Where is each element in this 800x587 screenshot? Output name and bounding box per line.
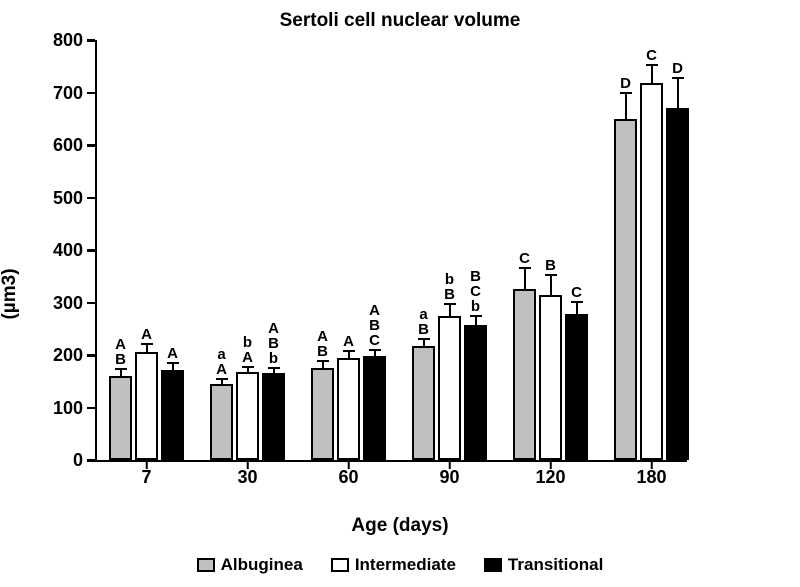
- bar-annotation: C: [646, 48, 657, 63]
- chart-container: Sertoli cell nuclear volume (µm3) 010020…: [0, 0, 800, 587]
- bar-annotation: B: [369, 318, 380, 333]
- y-tick-label: 600: [53, 135, 83, 156]
- x-tick: [448, 461, 451, 469]
- bar-albuginea: [109, 376, 132, 460]
- bar-transitional: [161, 370, 184, 460]
- bar-annotation: B: [317, 344, 328, 359]
- bar-annotation: a: [419, 307, 427, 322]
- x-category-label: 90: [439, 467, 459, 488]
- bar-intermediate: [640, 83, 663, 460]
- legend-label: Transitional: [508, 555, 603, 575]
- bar-annotation: A: [343, 334, 354, 349]
- bar-annotation: B: [545, 258, 556, 273]
- bar-albuginea: [210, 384, 233, 460]
- x-tick: [347, 461, 350, 469]
- bar-annotation: A: [167, 346, 178, 361]
- bar-annotation: B: [470, 269, 481, 284]
- bar-annotation: B: [268, 336, 279, 351]
- legend-swatch: [197, 558, 215, 572]
- bar-albuginea: [614, 119, 637, 460]
- y-tick-label: 400: [53, 240, 83, 261]
- y-tick-label: 700: [53, 83, 83, 104]
- legend-item-intermediate: Intermediate: [331, 555, 456, 575]
- plot-area: 01002003004005006007008007ABAA30aAbAABb6…: [95, 40, 687, 462]
- bar-annotation: B: [418, 322, 429, 337]
- bar-annotation: A: [216, 362, 227, 377]
- bar-intermediate: [236, 372, 259, 460]
- bar-intermediate: [438, 316, 461, 460]
- chart-title: Sertoli cell nuclear volume: [0, 10, 800, 32]
- bar-annotation: C: [470, 284, 481, 299]
- x-category-label: 120: [535, 467, 565, 488]
- bar-transitional: [363, 356, 386, 460]
- bar-annotation: D: [620, 76, 631, 91]
- bar-annotation: A: [268, 321, 279, 336]
- bar-annotation: A: [141, 327, 152, 342]
- bar-intermediate: [135, 352, 158, 460]
- x-tick: [549, 461, 552, 469]
- bar-albuginea: [513, 289, 536, 460]
- x-category-label: 7: [141, 467, 151, 488]
- bar-annotation: a: [217, 347, 225, 362]
- bar-annotation: b: [471, 299, 480, 314]
- bar-annotation: C: [571, 285, 582, 300]
- x-category-label: 60: [338, 467, 358, 488]
- x-tick: [145, 461, 148, 469]
- bar-transitional: [565, 314, 588, 460]
- bar-albuginea: [311, 368, 334, 460]
- x-category-label: 30: [237, 467, 257, 488]
- bar-annotation: D: [672, 61, 683, 76]
- y-tick-label: 100: [53, 398, 83, 419]
- legend-label: Albuginea: [221, 555, 303, 575]
- bar-annotation: A: [115, 337, 126, 352]
- x-category-label: 180: [636, 467, 666, 488]
- bar-albuginea: [412, 346, 435, 460]
- x-tick: [650, 461, 653, 469]
- bar-transitional: [262, 373, 285, 460]
- y-tick-label: 800: [53, 30, 83, 51]
- bar-annotation: b: [445, 272, 454, 287]
- bar-annotation: A: [242, 350, 253, 365]
- bar-intermediate: [337, 358, 360, 460]
- y-tick-label: 300: [53, 293, 83, 314]
- legend-item-albuginea: Albuginea: [197, 555, 303, 575]
- x-axis-label: Age (days): [0, 515, 800, 537]
- y-tick-label: 0: [73, 450, 83, 471]
- bar-annotation: A: [317, 329, 328, 344]
- bar-annotation: b: [243, 335, 252, 350]
- x-tick: [246, 461, 249, 469]
- y-axis-label: (µm3): [0, 268, 21, 319]
- bar-annotation: B: [444, 287, 455, 302]
- bar-annotation: B: [115, 352, 126, 367]
- bar-annotation: C: [519, 251, 530, 266]
- legend-label: Intermediate: [355, 555, 456, 575]
- bar-annotation: A: [369, 303, 380, 318]
- y-tick-label: 500: [53, 188, 83, 209]
- y-tick-label: 200: [53, 345, 83, 366]
- legend-swatch: [331, 558, 349, 572]
- legend-item-transitional: Transitional: [484, 555, 603, 575]
- bar-transitional: [464, 325, 487, 460]
- bar-transitional: [666, 108, 689, 460]
- bar-annotation: b: [269, 351, 278, 366]
- bar-annotation: C: [369, 333, 380, 348]
- legend-swatch: [484, 558, 502, 572]
- bar-intermediate: [539, 295, 562, 460]
- legend: Albuginea Intermediate Transitional: [0, 555, 800, 577]
